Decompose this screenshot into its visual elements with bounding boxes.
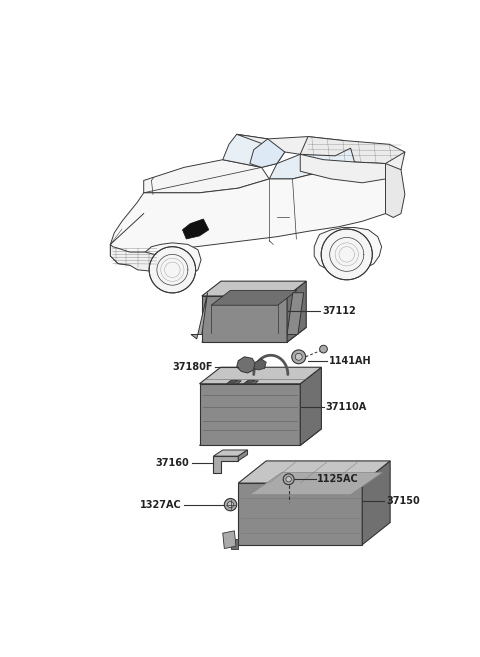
Polygon shape: [182, 219, 209, 239]
Text: 1327AC: 1327AC: [140, 500, 181, 510]
Polygon shape: [110, 244, 161, 271]
Polygon shape: [200, 429, 322, 445]
Text: 1141AH: 1141AH: [329, 355, 372, 366]
Polygon shape: [238, 461, 390, 483]
Polygon shape: [300, 367, 322, 445]
Circle shape: [283, 474, 294, 485]
Polygon shape: [244, 381, 258, 384]
Polygon shape: [287, 293, 304, 334]
Circle shape: [228, 501, 234, 508]
Circle shape: [320, 346, 327, 353]
Polygon shape: [229, 380, 238, 382]
Circle shape: [321, 229, 372, 280]
Polygon shape: [254, 359, 266, 370]
Polygon shape: [250, 139, 285, 168]
Polygon shape: [250, 472, 383, 495]
Polygon shape: [144, 160, 269, 193]
Polygon shape: [238, 450, 248, 461]
Circle shape: [286, 476, 291, 482]
Polygon shape: [223, 531, 236, 549]
Polygon shape: [211, 290, 297, 306]
Polygon shape: [269, 148, 355, 179]
Polygon shape: [191, 293, 207, 339]
Text: 37112: 37112: [322, 306, 356, 317]
Polygon shape: [110, 162, 397, 265]
Polygon shape: [238, 483, 362, 545]
Circle shape: [292, 350, 306, 364]
Text: 37150: 37150: [386, 496, 420, 506]
Circle shape: [149, 246, 196, 293]
Polygon shape: [230, 539, 238, 549]
Polygon shape: [227, 381, 241, 384]
Polygon shape: [300, 152, 405, 183]
Polygon shape: [300, 137, 405, 164]
Polygon shape: [202, 327, 306, 342]
Polygon shape: [237, 357, 255, 373]
Polygon shape: [223, 134, 285, 168]
Polygon shape: [200, 384, 300, 445]
Text: 37180F: 37180F: [172, 362, 213, 372]
Polygon shape: [144, 243, 201, 279]
Polygon shape: [362, 461, 390, 545]
Polygon shape: [237, 134, 350, 156]
Polygon shape: [202, 281, 306, 296]
Polygon shape: [214, 456, 238, 473]
Polygon shape: [246, 380, 255, 382]
Text: 37160: 37160: [156, 458, 190, 468]
Polygon shape: [200, 367, 322, 384]
Polygon shape: [314, 227, 382, 273]
Text: 1125AC: 1125AC: [317, 474, 359, 484]
Circle shape: [295, 353, 302, 360]
Polygon shape: [202, 296, 287, 342]
Circle shape: [224, 499, 237, 510]
Polygon shape: [287, 281, 306, 342]
Text: 37110A: 37110A: [326, 402, 367, 412]
Polygon shape: [385, 164, 405, 217]
Polygon shape: [214, 450, 248, 456]
